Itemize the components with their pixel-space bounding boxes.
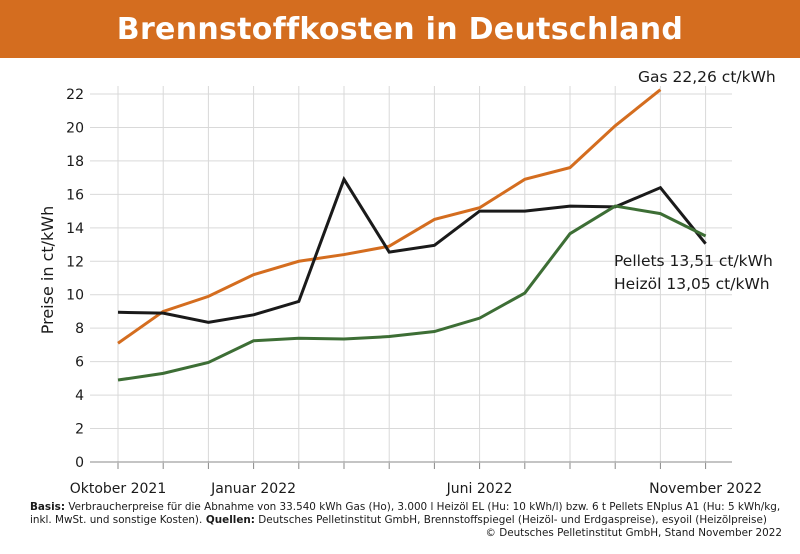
grid <box>90 86 732 463</box>
basis-label: Basis: <box>30 501 66 513</box>
series-line-heizl <box>117 175 707 324</box>
x-tick-label: Juni 2022 <box>446 481 513 497</box>
basis-text: Verbraucherpreise für die Abnahme von 33… <box>65 501 781 513</box>
series-line-gas <box>117 88 662 345</box>
annotation-pellets: Pellets 13,51 ct/kWh <box>614 252 773 270</box>
y-tick-label: 6 <box>75 355 84 371</box>
annotation-gas: Gas 22,26 ct/kWh <box>638 68 776 86</box>
copyright: © Deutsches Pelletinstitut GmbH, Stand N… <box>485 527 783 539</box>
basis-line: Basis: Verbraucherpreise für die Abnahme… <box>30 501 782 514</box>
y-tick-label: 2 <box>75 422 84 438</box>
sources-text: Deutsches Pelletinstitut GmbH, Brennstof… <box>254 514 767 526</box>
page-title: Brennstoffkosten in Deutschland <box>116 11 684 47</box>
annotation-heizl: Heizöl 13,05 ct/kWh <box>614 275 770 293</box>
y-tick-label: 12 <box>66 254 84 270</box>
annotation-group: Gas 22,26 ct/kWh Pellets 13,51 ct/kWh Heiz… <box>614 68 776 293</box>
y-tick-label: 22 <box>66 87 84 103</box>
sources-label: Quellen: <box>202 514 255 526</box>
header-banner: Brennstoffkosten in Deutschland <box>0 0 800 58</box>
sources-line: inkl. MwSt. und sonstige Kosten). Quelle… <box>30 514 782 527</box>
y-tick-label: 20 <box>66 120 84 136</box>
y-tick-label: 0 <box>75 455 84 471</box>
line-chart: 0 2 4 6 8 10 12 14 16 18 20 22 Oktober 2021 Januar 20… <box>38 68 776 497</box>
y-tick-label: 10 <box>66 288 84 304</box>
axes: 0 2 4 6 8 10 12 14 16 18 20 22 Oktober 2021 Januar 20… <box>66 87 762 497</box>
footer-notes: Basis: Verbraucherpreise für die Abnahme… <box>30 501 782 540</box>
y-tick-label: 18 <box>66 154 84 170</box>
series-line-pellets <box>117 204 707 382</box>
y-axis-label: Preise in ct/kWh <box>38 206 57 335</box>
x-tick-label: Januar 2022 <box>210 481 296 497</box>
x-tick-label: Oktober 2021 <box>70 481 167 497</box>
series-group <box>117 88 707 382</box>
y-tick-label: 8 <box>75 321 84 337</box>
y-tick-label: 4 <box>75 388 84 404</box>
y-tick-label: 16 <box>66 187 84 203</box>
y-tick-label: 14 <box>66 221 84 237</box>
basis-text-2: inkl. MwSt. und sonstige Kosten). <box>30 514 203 526</box>
x-tick-label: November 2022 <box>649 481 762 497</box>
